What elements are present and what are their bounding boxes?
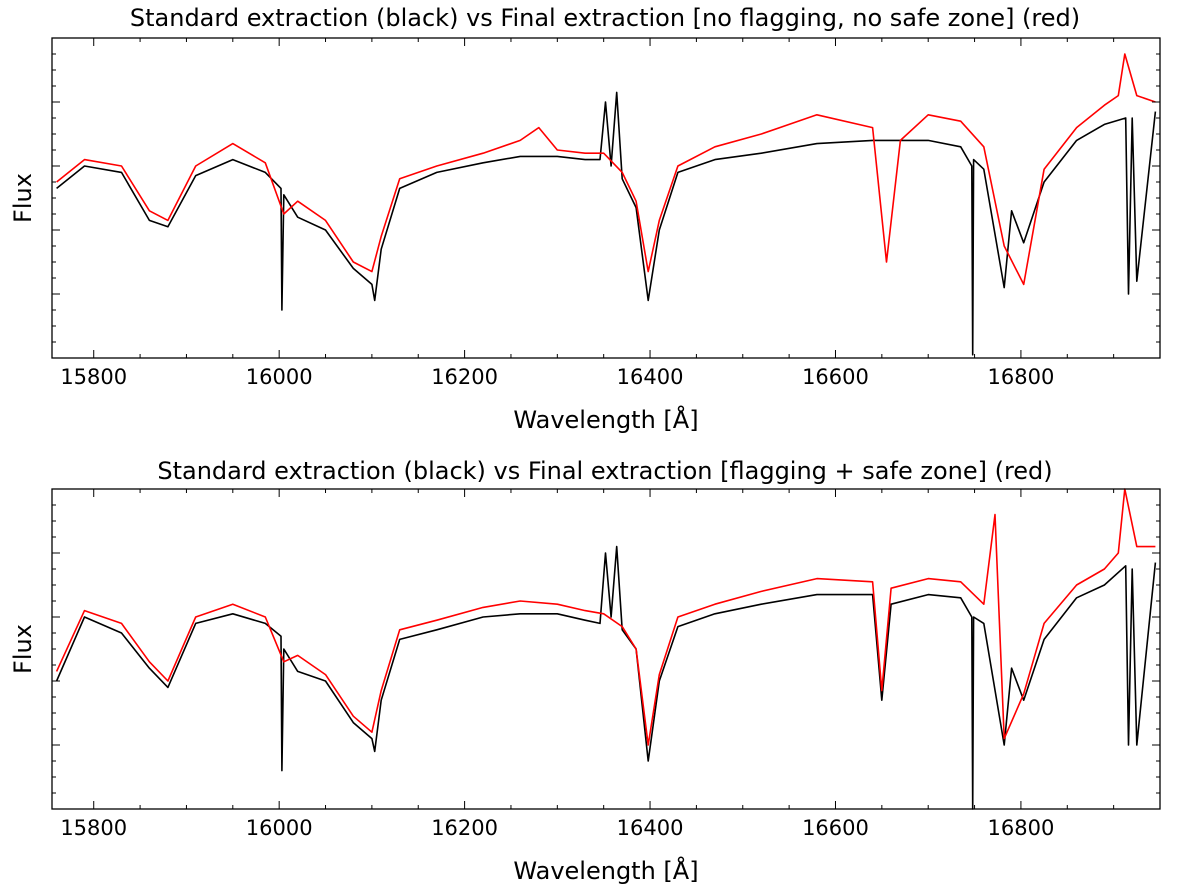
ticks: 15800 16000 16200 16400 16600 16800 bbox=[52, 37, 1161, 389]
spectrum-chart-top: Standard extraction (black) vs Final ext… bbox=[9, 4, 1161, 434]
x-tick-label: 16600 bbox=[802, 365, 869, 389]
x-tick-label: 16400 bbox=[617, 365, 684, 389]
x-axis-label: Wavelength [Å] bbox=[513, 856, 698, 885]
series-line-final bbox=[55, 488, 1156, 746]
series-line-final bbox=[56, 53, 1156, 286]
chart-title: Standard extraction (black) vs Final ext… bbox=[130, 4, 1080, 32]
ticks: 15800 16000 16200 16400 16600 16800 bbox=[52, 488, 1161, 840]
x-tick-label: 16000 bbox=[246, 365, 313, 389]
axes-frame bbox=[51, 488, 1161, 810]
x-tick-label: 16200 bbox=[431, 816, 498, 840]
x-tick-label: 16800 bbox=[988, 365, 1055, 389]
y-axis-label: Flux bbox=[9, 173, 37, 223]
x-tick-label: 16200 bbox=[431, 365, 498, 389]
series-line-standard bbox=[55, 545, 1157, 810]
x-tick-label: 16000 bbox=[246, 816, 313, 840]
chart-title: Standard extraction (black) vs Final ext… bbox=[157, 457, 1052, 485]
plot-area bbox=[55, 488, 1157, 810]
plot-area bbox=[56, 53, 1157, 356]
chart-panel-top: Standard extraction (black) vs Final ext… bbox=[9, 4, 1161, 434]
x-tick-label: 15800 bbox=[60, 365, 127, 389]
y-axis-label: Flux bbox=[9, 624, 37, 674]
x-tick-label: 16600 bbox=[802, 816, 869, 840]
x-tick-label: 15800 bbox=[60, 816, 127, 840]
x-tick-label: 16400 bbox=[617, 816, 684, 840]
x-tick-label: 16800 bbox=[988, 816, 1055, 840]
chart-panel-bottom: Standard extraction (black) vs Final ext… bbox=[0, 447, 1200, 894]
spectrum-chart-bottom: Standard extraction (black) vs Final ext… bbox=[9, 457, 1161, 885]
x-axis-label: Wavelength [Å] bbox=[513, 405, 698, 434]
series-line-standard bbox=[56, 91, 1157, 356]
